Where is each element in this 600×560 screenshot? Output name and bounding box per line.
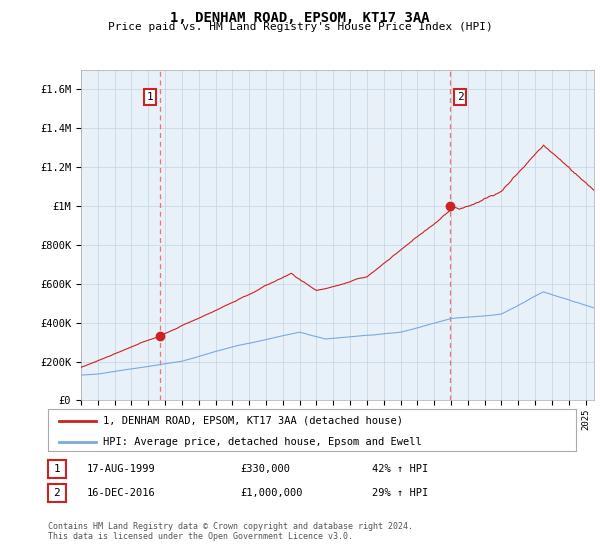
Text: 16-DEC-2016: 16-DEC-2016 <box>87 488 156 498</box>
Text: 2: 2 <box>457 92 464 102</box>
Text: 42% ↑ HPI: 42% ↑ HPI <box>372 464 428 474</box>
Text: £330,000: £330,000 <box>240 464 290 474</box>
Text: 1, DENHAM ROAD, EPSOM, KT17 3AA (detached house): 1, DENHAM ROAD, EPSOM, KT17 3AA (detache… <box>103 416 403 426</box>
Text: HPI: Average price, detached house, Epsom and Ewell: HPI: Average price, detached house, Epso… <box>103 437 422 446</box>
Text: 1, DENHAM ROAD, EPSOM, KT17 3AA: 1, DENHAM ROAD, EPSOM, KT17 3AA <box>170 11 430 25</box>
Text: 1: 1 <box>146 92 154 102</box>
Text: Contains HM Land Registry data © Crown copyright and database right 2024.
This d: Contains HM Land Registry data © Crown c… <box>48 522 413 542</box>
Text: 29% ↑ HPI: 29% ↑ HPI <box>372 488 428 498</box>
Text: 17-AUG-1999: 17-AUG-1999 <box>87 464 156 474</box>
Text: 1: 1 <box>53 464 61 474</box>
Text: £1,000,000: £1,000,000 <box>240 488 302 498</box>
Text: Price paid vs. HM Land Registry's House Price Index (HPI): Price paid vs. HM Land Registry's House … <box>107 22 493 32</box>
Text: 2: 2 <box>53 488 61 498</box>
